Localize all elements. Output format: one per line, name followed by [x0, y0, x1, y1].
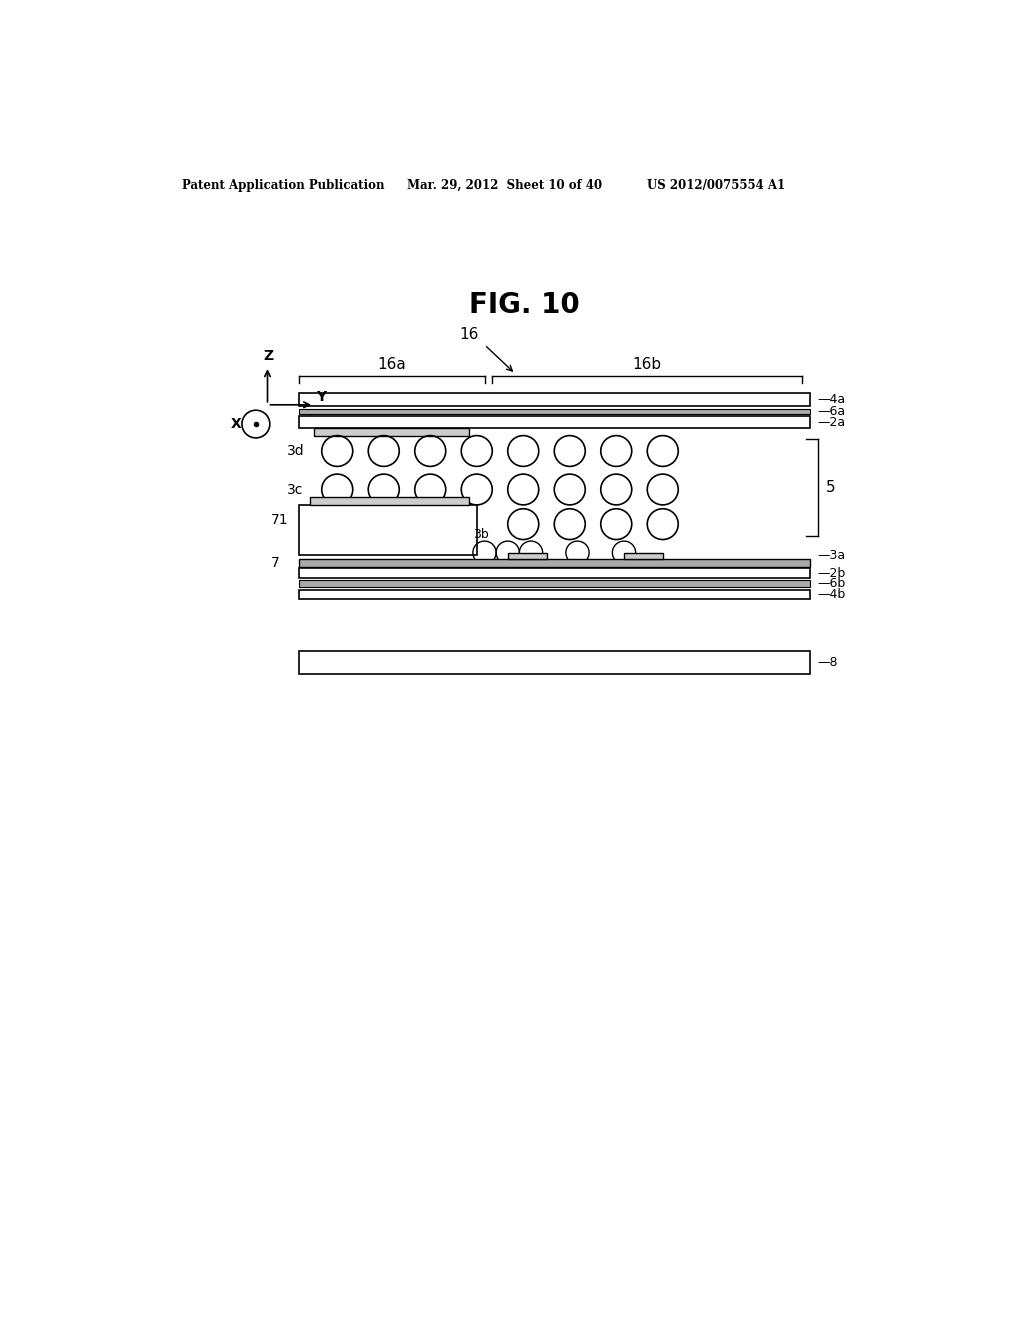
Text: —4a: —4a	[818, 393, 846, 407]
Text: Z: Z	[263, 350, 273, 363]
Text: 3b: 3b	[473, 528, 488, 541]
Text: —2a: —2a	[818, 416, 846, 429]
Text: 16b: 16b	[633, 358, 662, 372]
Bar	[299, 409, 810, 414]
Text: 3c: 3c	[287, 483, 303, 496]
Bar	[299, 590, 810, 599]
Text: —6a: —6a	[818, 405, 846, 418]
Text: 3d: 3d	[287, 444, 304, 458]
Text: —3a: —3a	[818, 549, 846, 562]
Bar	[299, 581, 810, 586]
Text: Mar. 29, 2012  Sheet 10 of 40: Mar. 29, 2012 Sheet 10 of 40	[407, 178, 602, 191]
Text: —6b: —6b	[818, 577, 846, 590]
Bar	[299, 651, 810, 675]
Text: 71: 71	[271, 513, 289, 527]
Text: US 2012/0075554 A1: US 2012/0075554 A1	[647, 178, 785, 191]
Bar	[299, 568, 810, 578]
Bar	[314, 428, 469, 436]
Bar	[299, 558, 810, 566]
Text: 16a: 16a	[377, 358, 406, 372]
Text: —8: —8	[818, 656, 839, 669]
Text: X: X	[230, 417, 241, 430]
Bar	[624, 553, 663, 558]
Text: Y: Y	[316, 389, 327, 404]
Text: —4b: —4b	[818, 587, 846, 601]
Text: —2b: —2b	[818, 566, 846, 579]
Bar	[310, 498, 469, 506]
Bar	[299, 416, 810, 428]
Text: Patent Application Publication: Patent Application Publication	[182, 178, 385, 191]
Text: FIG. 10: FIG. 10	[469, 290, 581, 318]
Bar	[299, 393, 810, 407]
Text: 7: 7	[271, 556, 281, 570]
Text: 16: 16	[460, 327, 478, 342]
Bar	[299, 506, 477, 554]
Bar	[508, 553, 547, 558]
Text: 5: 5	[825, 480, 836, 495]
